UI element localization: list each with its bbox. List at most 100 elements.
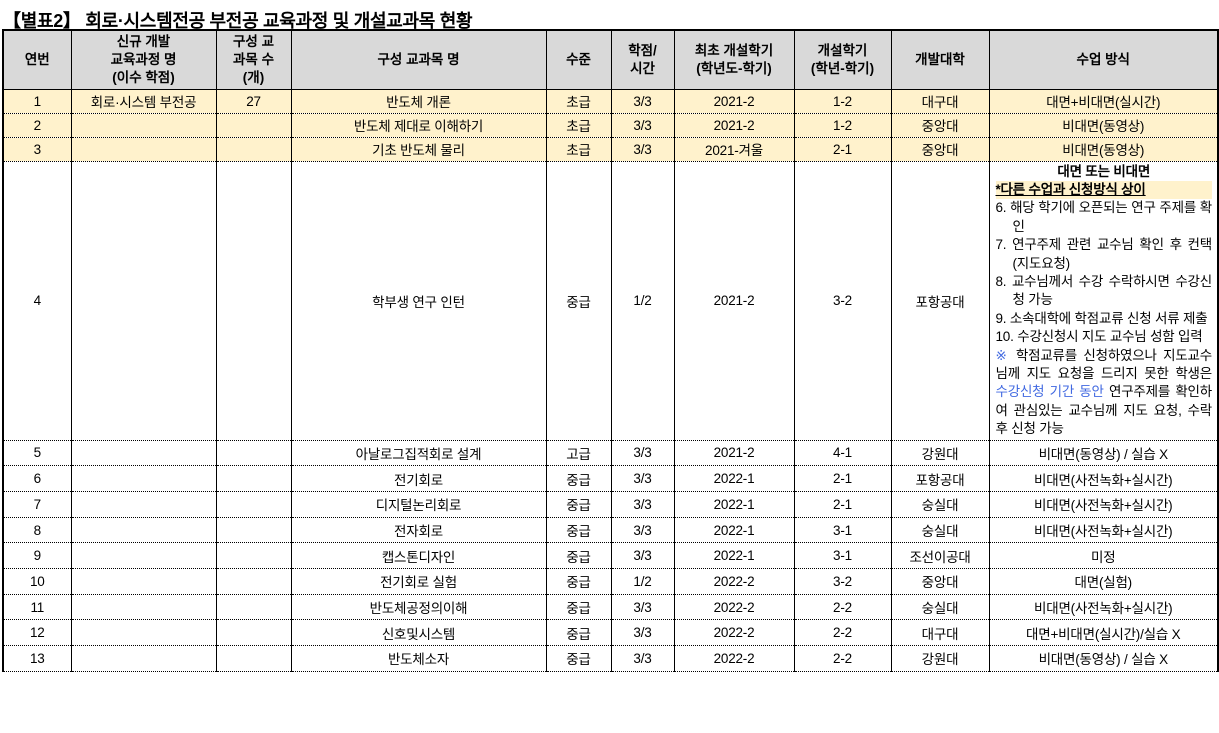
cell-level: 중급 xyxy=(545,593,612,621)
cell-program xyxy=(70,465,217,492)
cell-level: 중급 xyxy=(545,516,612,544)
cell-credit: 3/3 xyxy=(610,645,675,672)
cell-program xyxy=(70,516,217,544)
cell-program: 회로·시스템 부전공 xyxy=(70,88,217,114)
cell-count: 27 xyxy=(215,88,292,114)
cell-no: 8 xyxy=(2,516,72,544)
cell-level: 중급 xyxy=(545,568,612,595)
cell-no: 5 xyxy=(2,439,72,467)
cell-univ: 강원대 xyxy=(890,439,990,467)
cell-term: 3-1 xyxy=(793,516,892,544)
document: 【별표2】 회로·시스템전공 부전공 교육과정 및 개설교과목 현황 연번 신규… xyxy=(2,11,1219,672)
cell-credit: 1/2 xyxy=(610,568,675,595)
cell-first_term: 2022-2 xyxy=(673,645,795,672)
cell-univ: 중앙대 xyxy=(890,112,990,138)
cell-first_term: 2021-2 xyxy=(673,439,795,467)
note-mark: ※ xyxy=(995,347,1010,363)
method-step: 10. 수강신청시 지도 교수님 성함 입력 xyxy=(995,329,1203,345)
cell-credit: 3/3 xyxy=(610,542,675,570)
cell-count xyxy=(215,645,292,672)
cell-level: 중급 xyxy=(545,619,612,647)
cell-count xyxy=(215,490,292,518)
cell-program xyxy=(70,112,217,138)
cell-first_term: 2021-겨울 xyxy=(673,136,795,162)
cell-first_term: 2022-2 xyxy=(673,568,795,595)
cell-no: 2 xyxy=(2,112,72,138)
table-row: 13 반도체소자 중급 3/3 2022-2 2-2 강원대 비대면(동영상) / 실습 X xyxy=(2,645,1219,672)
cell-term: 2-2 xyxy=(793,619,892,647)
header-course-name: 구성 교과목 명 xyxy=(290,29,547,90)
cell-count xyxy=(215,465,292,492)
cell-first_term: 2022-2 xyxy=(673,593,795,621)
table-header: 연번 신규 개발 교육과정 명 (이수 학점) 구성 교 과목 수 (개) 구성… xyxy=(2,29,1219,90)
cell-no: 6 xyxy=(2,465,72,492)
cell-no: 9 xyxy=(2,542,72,570)
table-row: 4 학부생 연구 인턴 중급 1/2 2021-2 3-2 포항공대 대면 또는 비대면 *다른… xyxy=(2,160,1219,441)
cell-course: 디지털논리회로 xyxy=(290,490,547,518)
cell-course: 반도체공정의이해 xyxy=(290,593,547,621)
cell-credit: 3/3 xyxy=(610,516,675,544)
cell-term: 2-1 xyxy=(793,490,892,518)
cell-level: 중급 xyxy=(545,490,612,518)
cell-program xyxy=(70,490,217,518)
method-step: 6. 해당 학기에 오픈되는 연구 주제를 확인 xyxy=(995,200,1213,234)
cell-univ: 조선이공대 xyxy=(890,542,990,570)
cell-level: 중급 xyxy=(545,645,612,672)
header-course-count: 구성 교 과목 수 (개) xyxy=(215,29,292,90)
cell-course: 신호및시스템 xyxy=(290,619,547,647)
table-row: 9 캡스톤디자인 중급 3/3 2022-1 3-1 조선이공대 미정 xyxy=(2,542,1219,570)
header-term: 개설학기 (학년-학기) xyxy=(793,29,892,90)
cell-univ: 숭실대 xyxy=(890,593,990,621)
table-row: 11 반도체공정의이해 중급 3/3 2022-2 2-2 숭실대 비대면(사전녹화+실시간) xyxy=(2,593,1219,621)
cell-univ: 중앙대 xyxy=(890,136,990,162)
cell-course: 학부생 연구 인턴 xyxy=(290,160,547,441)
cell-term: 3-1 xyxy=(793,542,892,570)
cell-level: 고급 xyxy=(545,439,612,467)
cell-count xyxy=(215,593,292,621)
cell-method: 대면+비대면(실시간) xyxy=(988,88,1219,114)
cell-program xyxy=(70,619,217,647)
cell-level: 초급 xyxy=(545,136,612,162)
cell-credit: 3/3 xyxy=(610,88,675,114)
cell-program xyxy=(70,160,217,441)
header-first-term: 최초 개설학기 (학년도-학기) xyxy=(673,29,795,90)
cell-credit: 3/3 xyxy=(610,593,675,621)
cell-credit: 3/3 xyxy=(610,619,675,647)
cell-credit: 3/3 xyxy=(610,465,675,492)
cell-univ: 숭실대 xyxy=(890,490,990,518)
cell-term: 2-2 xyxy=(793,593,892,621)
cell-method: 비대면(동영상) xyxy=(988,136,1219,162)
header-credit-hours: 학점/ 시간 xyxy=(610,29,675,90)
cell-method: 대면(실험) xyxy=(988,568,1219,595)
cell-no: 11 xyxy=(2,593,72,621)
cell-no: 12 xyxy=(2,619,72,647)
method-detail: 대면 또는 비대면 *다른 수업과 신청방식 상이 6. 해당 학기에 오픈되는 연… xyxy=(995,163,1213,439)
cell-count xyxy=(215,542,292,570)
method-mode-line: 대면 또는 비대면 xyxy=(1057,163,1151,179)
method-step: 8. 교수님께서 수강 수락하시면 수강신청 가능 xyxy=(995,273,1213,308)
cell-count xyxy=(215,160,292,441)
cell-method: 비대면(동영상) / 실습 X xyxy=(988,439,1219,467)
cell-term: 2-1 xyxy=(793,465,892,492)
method-highlight-line: *다른 수업과 신청방식 상이 xyxy=(995,180,1212,200)
cell-method: 대면+비대면(실시간)/실습 X xyxy=(988,619,1219,647)
cell-program xyxy=(70,645,217,672)
cell-program xyxy=(70,593,217,621)
cell-course: 전자회로 xyxy=(290,516,547,544)
cell-program xyxy=(70,136,217,162)
cell-method: 비대면(사전녹화+실시간) xyxy=(988,516,1219,544)
cell-univ: 숭실대 xyxy=(890,516,990,544)
table-row: 1 회로·시스템 부전공 27 반도체 개론 초급 3/3 2021-2 1-2 대구대 대면+비… xyxy=(2,88,1219,114)
cell-no: 3 xyxy=(2,136,72,162)
cell-term: 3-2 xyxy=(793,568,892,595)
cell-first_term: 2022-1 xyxy=(673,542,795,570)
cell-method: 비대면(사전녹화+실시간) xyxy=(988,490,1219,518)
method-note: ※ 학점교류를 신청하였으나 지도교수님께 지도 요청을 드리지 못한 학생은 … xyxy=(995,347,1213,437)
cell-level: 중급 xyxy=(545,465,612,492)
cell-term: 2-1 xyxy=(793,136,892,162)
page-title: 【별표2】 회로·시스템전공 부전공 교육과정 및 개설교과목 현황 xyxy=(3,11,473,31)
cell-term: 1-2 xyxy=(793,112,892,138)
cell-course: 전기회로 실험 xyxy=(290,568,547,595)
cell-level: 초급 xyxy=(545,88,612,114)
cell-method: 비대면(사전녹화+실시간) xyxy=(988,593,1219,621)
